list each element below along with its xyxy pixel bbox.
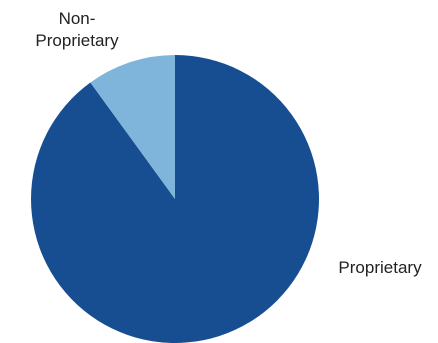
slice-label-non-proprietary: Non-Proprietary <box>35 9 119 50</box>
pie-labels: Proprietary Non-Proprietary <box>35 9 422 277</box>
pie-slices <box>31 55 319 343</box>
pie-slice-proprietary <box>31 55 319 343</box>
pie-slice-non-proprietary <box>90 55 175 199</box>
slice-label-proprietary: Proprietary <box>338 258 422 277</box>
